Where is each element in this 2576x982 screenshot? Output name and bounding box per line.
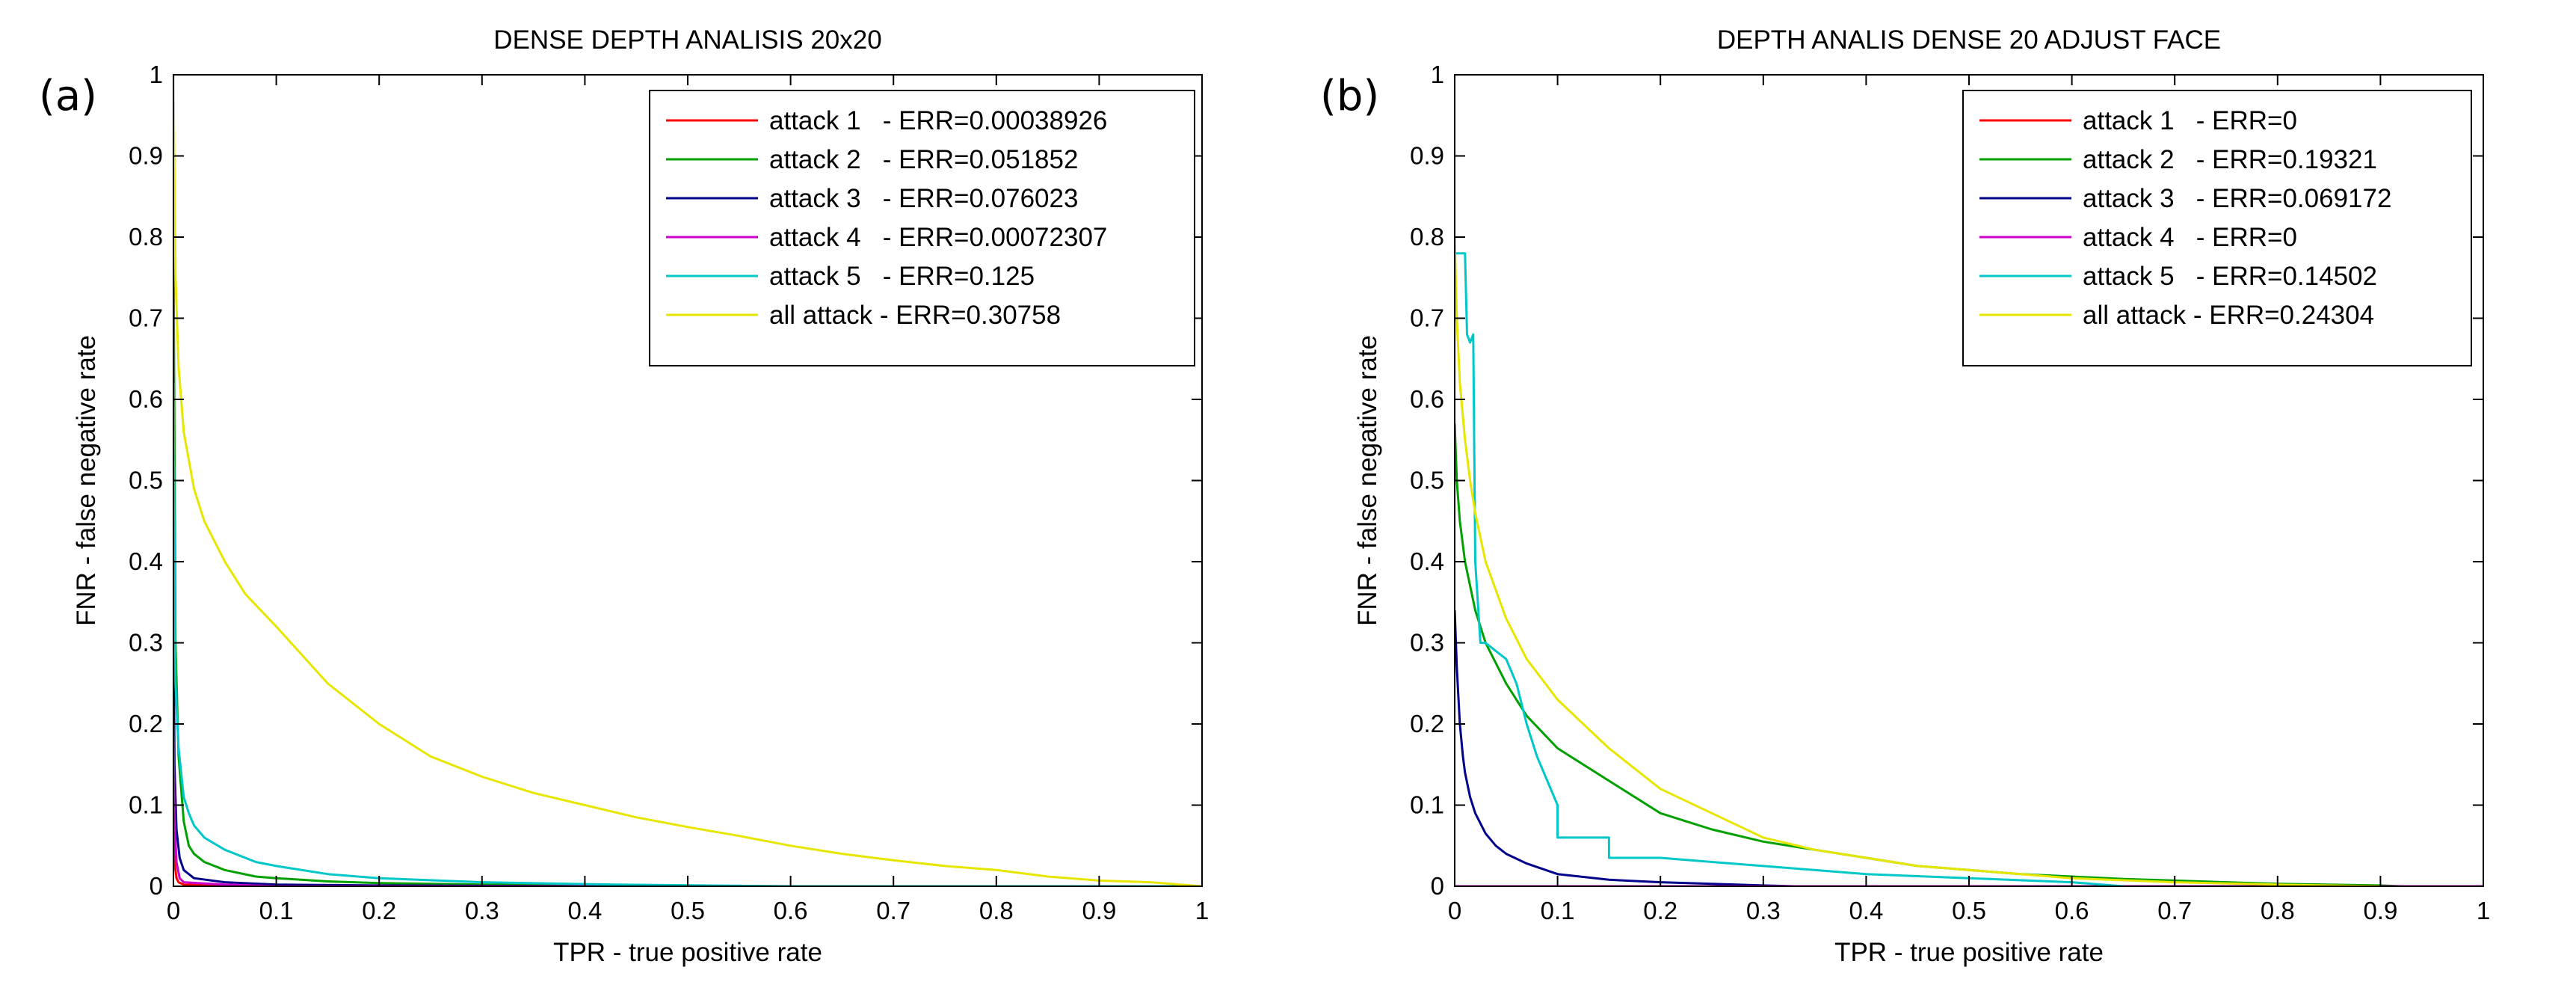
y-tick-label: 0.6 [1410, 385, 1444, 413]
x-tick-label: 0.4 [1849, 897, 1883, 924]
legend-entry-attack-2: attack 2 - ERR=0.19321 [2083, 145, 2377, 174]
y-tick-label: 0.1 [129, 791, 163, 819]
y-tick-label: 0.2 [1410, 710, 1444, 737]
y-tick-label: 0.7 [1410, 304, 1444, 332]
x-tick-label: 0.7 [876, 897, 910, 924]
y-axis-label: FNR - false negative rate [1353, 335, 1382, 626]
y-tick-label: 0.3 [1410, 629, 1444, 657]
x-tick-label: 0.9 [1082, 897, 1116, 924]
legend-entry-attack-5: attack 5 - ERR=0.14502 [2083, 262, 2377, 291]
legend-entry-attack-4: attack 4 - ERR=0.00072307 [769, 223, 1107, 252]
legend-box [1962, 90, 2472, 366]
x-tick-label: 1 [2477, 897, 2490, 924]
y-axis-label: FNR - false negative rate [72, 335, 101, 626]
chart-title: DEPTH ANALIS DENSE 20 ADJUST FACE [1717, 25, 2221, 55]
chart-title: DENSE DEPTH ANALISIS 20x20 [493, 25, 881, 55]
y-tick-label: 0.7 [129, 304, 163, 332]
x-tick-label: 0.5 [671, 897, 705, 924]
y-tick-label: 0.1 [1410, 791, 1444, 819]
legend-entry-attack-6: all attack - ERR=0.24304 [2083, 301, 2374, 330]
x-tick-label: 0.1 [1541, 897, 1575, 924]
x-tick-label: 0 [1448, 897, 1461, 924]
y-tick-label: 0.8 [129, 223, 163, 251]
series-line-attack-5 [173, 383, 1202, 886]
x-axis-label: TPR - true positive rate [1834, 938, 2104, 967]
y-tick-label: 0.2 [129, 710, 163, 737]
y-tick-label: 0.5 [1410, 467, 1444, 494]
y-tick-label: 0.4 [1410, 547, 1444, 575]
x-tick-label: 0.5 [1952, 897, 1986, 924]
legend-entry-attack-3: attack 3 - ERR=0.069172 [2083, 184, 2391, 213]
y-tick-label: 1 [150, 61, 163, 88]
legend: attack 1 - ERR=0 attack 2 - ERR=0.19321 at… [1962, 90, 2472, 366]
x-tick-label: 0.4 [567, 897, 602, 924]
x-tick-label: 0.1 [259, 897, 294, 924]
y-tick-label: 0 [1431, 872, 1444, 900]
chart-panel-2: (b) DEPTH ANALIS DENSE 20 ADJUST FACE 0 0.1… [1320, 25, 2490, 967]
legend-entry-attack-1: attack 1 - ERR=0.00038926 [769, 106, 1107, 135]
x-tick-label: 0 [167, 897, 180, 924]
legend-entry-attack-3: attack 3 - ERR=0.076023 [769, 184, 1078, 213]
x-tick-label: 0.8 [2261, 897, 2295, 924]
y-tick-label: 1 [1431, 61, 1444, 88]
series-line-attack-4 [173, 723, 1202, 886]
x-axis-label: TPR - true positive rate [553, 938, 822, 967]
y-tick-label: 0.6 [129, 385, 163, 413]
legend: attack 1 - ERR=0.00038926 attack 2 - ERR=… [649, 90, 1195, 366]
panel-label: (a) [39, 72, 97, 120]
x-tick-label: 0.3 [1746, 897, 1781, 924]
series-line-attack-3 [1455, 610, 1795, 886]
y-tick-label: 0.3 [129, 629, 163, 657]
series-line-attack-6 [1455, 236, 2381, 886]
legend-box [649, 90, 1195, 366]
y-tick-label: 0.8 [1410, 223, 1444, 251]
panel-label: (b) [1320, 72, 1379, 120]
y-tick-label: 0.5 [129, 467, 163, 494]
series-line-attack-2 [1455, 423, 2401, 886]
y-tick-label: 0.9 [129, 142, 163, 170]
x-tick-label: 0.9 [2363, 897, 2397, 924]
series-line-attack-5 [1455, 252, 2124, 886]
x-tick-label: 0.2 [1643, 897, 1677, 924]
x-tick-label: 0.3 [465, 897, 499, 924]
x-tick-label: 0.7 [2157, 897, 2192, 924]
x-tick-label: 0.8 [979, 897, 1014, 924]
chart-panel-1: (a) DENSE DEPTH ANALISIS 20x20 0 0.1 0.2 0.3 0… [39, 25, 1209, 967]
legend-entry-attack-2: attack 2 - ERR=0.051852 [769, 145, 1078, 174]
y-tick-label: 0 [150, 872, 163, 900]
series-line-attack-6 [173, 74, 1202, 886]
series-line-attack-1 [173, 602, 1202, 886]
legend-entry-attack-1: attack 1 - ERR=0 [2083, 106, 2297, 135]
y-tick-label: 0.4 [129, 547, 163, 575]
legend-entry-attack-6: all attack - ERR=0.30758 [769, 301, 1061, 330]
x-tick-label: 0.2 [362, 897, 396, 924]
legend-entry-attack-4: attack 4 - ERR=0 [2083, 223, 2297, 252]
x-tick-label: 0.6 [774, 897, 808, 924]
x-tick-label: 0.6 [2055, 897, 2089, 924]
x-tick-label: 1 [1195, 897, 1209, 924]
legend-entry-attack-5: attack 5 - ERR=0.125 [769, 262, 1035, 291]
y-tick-label: 0.9 [1410, 142, 1444, 170]
series-line-attack-3 [173, 602, 1202, 886]
